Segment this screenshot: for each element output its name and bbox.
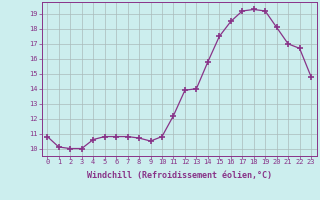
X-axis label: Windchill (Refroidissement éolien,°C): Windchill (Refroidissement éolien,°C) <box>87 171 272 180</box>
